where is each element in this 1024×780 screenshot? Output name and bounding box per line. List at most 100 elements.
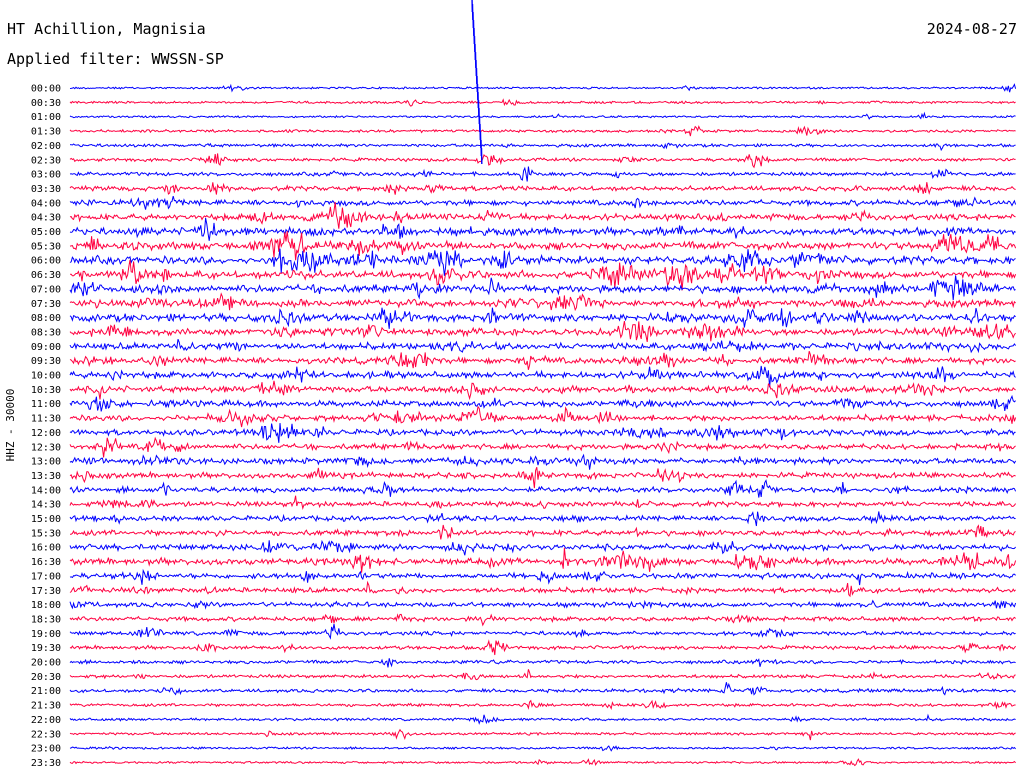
row-label: 05:00 [31,227,61,238]
row-label: 21:30 [31,701,61,712]
row-label: 13:30 [31,471,61,482]
row-label: 06:30 [31,270,61,281]
row-label: 19:00 [31,629,61,640]
event-spike [471,0,483,165]
date-label: 2024-08-27 [926,20,1017,38]
row-label: 08:00 [31,313,61,324]
row-label: 18:00 [31,600,61,611]
trace-row [69,153,1016,169]
row-label: 09:30 [31,356,61,367]
station-title: HT Achillion, Magnisia [7,20,206,38]
trace-row [69,98,1016,107]
trace-group [69,0,1017,767]
trace-row [69,142,1016,152]
trace-row [69,436,1016,458]
row-label: 04:00 [31,198,61,209]
row-label: 03:30 [31,184,61,195]
row-label: 19:30 [31,643,61,654]
trace-row [69,339,1016,354]
row-label: 13:00 [31,457,61,468]
row-label: 15:00 [31,514,61,525]
trace-row [69,599,1017,610]
trace-row [69,231,1017,261]
row-label: 10:30 [31,385,61,396]
trace-row [69,479,1017,498]
trace-row [69,713,1016,725]
row-label: 16:30 [31,557,61,568]
trace-row [69,568,1016,586]
row-label: 00:30 [31,98,61,109]
trace-row [69,511,1016,527]
trace-row [69,758,1016,767]
row-label: 09:00 [31,342,61,353]
row-label: 02:00 [31,141,61,152]
row-label: 12:00 [31,428,61,439]
row-label: 01:00 [31,112,61,123]
row-label: 02:30 [31,155,61,166]
trace-row [69,182,1016,195]
trace-row [69,453,1017,470]
trace-row [69,83,1017,93]
trace-row [69,248,1016,276]
row-label: 06:00 [31,256,61,267]
row-label: 10:00 [31,371,61,382]
row-label: 17:00 [31,571,61,582]
trace-row [69,623,1016,640]
row-label: 20:30 [31,672,61,683]
trace-row [70,259,1017,291]
trace-row [69,495,1017,511]
row-label: 22:00 [31,715,61,726]
trace-row [69,728,1016,741]
row-label: 11:00 [31,399,61,410]
row-label: 18:30 [31,614,61,625]
trace-row [69,292,1016,312]
row-label: 21:00 [31,686,61,697]
trace-row [69,365,1016,388]
trace-row [69,639,1016,656]
trace-row [69,125,1016,137]
row-label: 17:30 [31,586,61,597]
trace-row [69,111,1016,120]
trace-row [69,380,1016,401]
row-label: 07:00 [31,284,61,295]
trace-row [69,351,1016,370]
row-label: 03:00 [31,170,61,181]
row-label: 12:30 [31,442,61,453]
row-label: 23:30 [31,758,61,769]
trace-row [69,547,1017,573]
trace-row [69,405,1017,428]
trace-row [69,423,1016,443]
trace-row [69,669,1016,681]
row-label: 14:30 [31,500,61,511]
trace-row [69,467,1016,489]
trace-row [69,745,1016,752]
trace-row [69,394,1016,412]
row-label: 22:30 [31,729,61,740]
trace-row [69,195,1017,210]
row-label: 15:30 [31,528,61,539]
row-label: 16:00 [31,543,61,554]
trace-row [69,321,1016,342]
filter-label: Applied filter: WWSSN-SP [7,50,224,68]
trace-row [69,682,1016,696]
row-label: 00:00 [31,84,61,95]
trace-row [69,166,1016,182]
trace-row [69,524,1016,540]
row-label: 14:00 [31,485,61,496]
row-label: 08:30 [31,327,61,338]
trace-row [69,699,1016,711]
row-label: 01:30 [31,127,61,138]
trace-row [69,580,1016,598]
row-label: 11:30 [31,414,61,425]
row-labels: 00:00 00:30 01:00 01:30 02:00 02:30 03:00 03:30… [31,84,61,769]
row-label: 04:30 [31,213,61,224]
row-label: 05:30 [31,241,61,252]
row-label: 20:00 [31,658,61,669]
trace-row [69,218,1016,241]
trace-row [69,275,1016,301]
row-label: 23:00 [31,744,61,755]
row-label: 07:30 [31,299,61,310]
trace-row [69,658,1016,668]
trace-row [69,539,1016,556]
